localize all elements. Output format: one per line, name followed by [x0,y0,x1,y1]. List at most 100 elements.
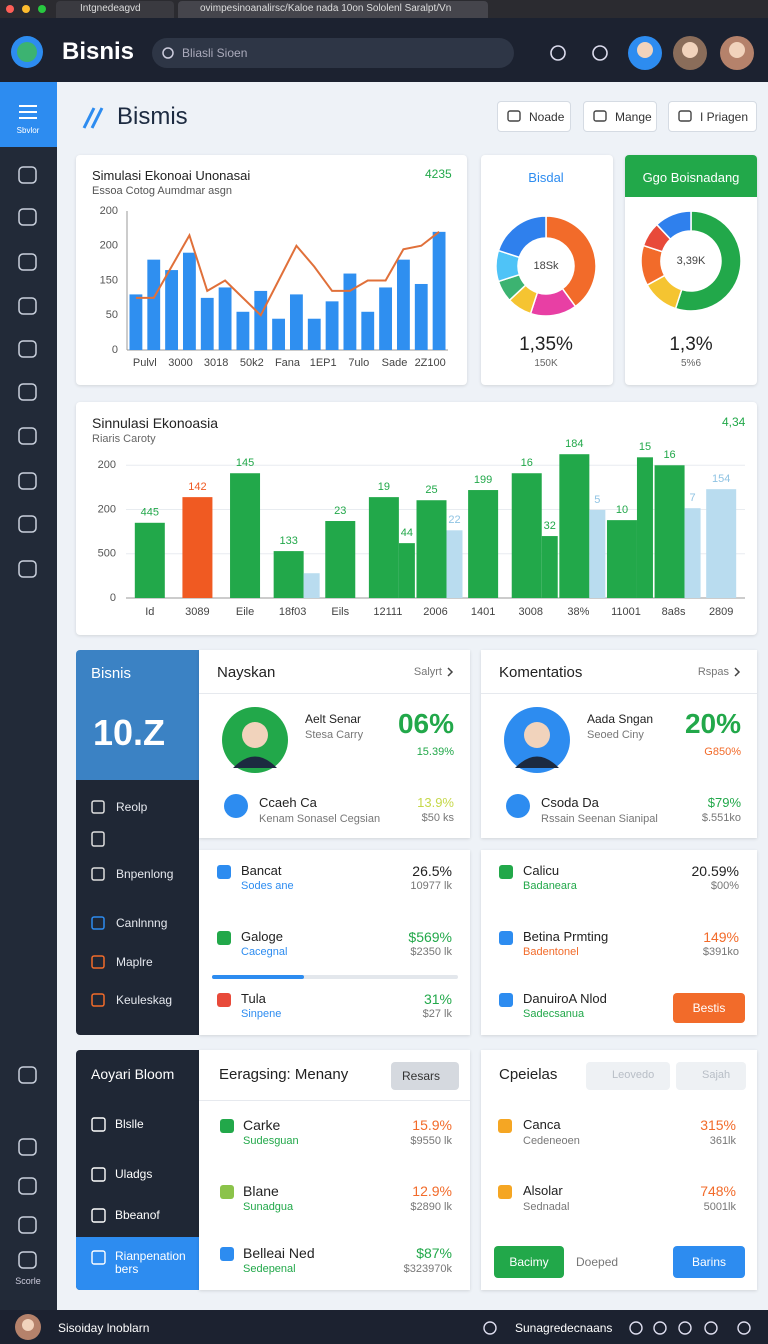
button-label[interactable]: Resars [402,1069,441,1083]
row-pct: $79% [707,795,741,810]
row-name: Alsolar [523,1183,563,1198]
button-label[interactable]: Doeped [576,1255,619,1269]
action-button-label[interactable]: Bestis [692,1001,726,1015]
bar [134,522,165,598]
button[interactable] [586,1062,670,1090]
footer-icon [678,1321,692,1335]
x-tick-label: 1EP1 [310,357,337,369]
menu-icon [91,867,105,881]
toolbar-button[interactable] [668,101,757,132]
sidebar-icon [18,383,37,401]
progress-fill [212,975,304,979]
x-tick-label: 11001 [611,606,641,618]
sidebar-icon [18,1251,37,1269]
bar-label: 145 [236,457,254,469]
menu-item[interactable]: Reolp [116,800,148,814]
row-pct: 748% [700,1183,736,1199]
button-icon [507,110,521,122]
bar-label: 7 [690,492,696,504]
button-label[interactable]: Leovedo [612,1069,655,1081]
row-name: Canca [523,1117,561,1132]
donut-center-label: 3,39K [676,255,706,267]
menu-icon [91,1208,106,1223]
button[interactable] [494,1246,564,1278]
footer-icon [704,1321,718,1335]
menu-item[interactable]: Blslle [115,1117,144,1131]
button-label[interactable]: Barins [691,1255,726,1269]
donut-slice [655,210,692,241]
footer-icon [653,1321,667,1335]
bar [165,270,179,350]
button[interactable] [391,1062,459,1090]
search-box[interactable] [152,38,514,68]
sidebar-icon [18,166,37,184]
window-control [6,5,14,13]
card-title: Aoyari Bloom [91,1066,175,1082]
bar [200,297,214,350]
avatar-face [22,1319,34,1331]
button-label[interactable]: Bacimy [509,1255,549,1269]
button-label[interactable]: Sajah [702,1069,731,1081]
menu-item[interactable]: Canlnnng [116,916,168,930]
bar [396,259,410,350]
button[interactable] [673,1246,745,1278]
x-tick-label: 18f03 [279,606,307,618]
x-tick-label: 2809 [709,606,733,618]
person-badge: 15.39% [416,746,454,758]
menu-icon [91,955,105,969]
card-link: Rspas [697,666,729,678]
row-amount: $323970k [403,1263,452,1275]
bar [589,509,606,598]
bar [129,294,143,350]
button[interactable] [676,1062,746,1090]
bar-label: 5 [594,494,600,506]
menu-item[interactable]: Keuleskag [116,993,173,1007]
row-sub: Sunadgua [243,1201,294,1213]
tab [56,1,174,18]
sidebar-icon [18,208,37,226]
toolbar-button-label: Mange [615,110,652,124]
x-tick-label: 1401 [471,606,495,618]
bar-label: 184 [565,438,583,450]
y-tick-label: 0 [110,592,116,604]
menu-item[interactable]: Bbeanof [115,1208,160,1222]
row-amount: $9550 lk [410,1135,452,1147]
bar-label: 23 [334,505,346,517]
row-sub: Cedeneoen [523,1135,580,1147]
bar [654,465,685,598]
card [199,1050,470,1290]
summary-card [76,650,199,780]
bar [446,530,463,598]
toolbar-button[interactable] [583,101,657,132]
menu-item[interactable]: Uladgs [115,1167,153,1181]
avatar-face [524,722,550,748]
row-name: Betina Prmting [523,929,609,944]
person-role: Stesa Carry [305,729,364,741]
bar-label: 25 [425,484,437,496]
sidebar-icon [18,427,37,445]
menu-item[interactable]: Rianpenation bers [115,1249,186,1276]
x-tick-label: 7ulo [348,357,369,369]
x-tick-label: 3000 [168,357,192,369]
card [199,850,470,1035]
action-button[interactable] [673,993,745,1023]
toolbar-button[interactable] [497,101,571,132]
footer-text: Sunagredecnaans [515,1321,613,1335]
row-sub: Sednadal [523,1201,570,1213]
menu-item[interactable]: Bnpenlong [116,867,174,881]
bar [398,543,415,598]
row-sub: Sudesguan [243,1135,299,1147]
bar-label: 445 [141,507,159,519]
footer [0,1310,768,1344]
row-amount: $2890 lk [410,1201,452,1213]
row-icon [498,1185,512,1199]
card-title: Cpeielas [499,1066,558,1083]
chart-title: Sinnulasi Ekonoasia [92,415,219,431]
menu-item[interactable]: Maplre [116,955,153,969]
sidebar-active[interactable] [0,82,57,147]
footer-text: Sisoiday lnoblarn [58,1321,150,1335]
person-pct: 06% [397,708,454,739]
page-title: Bismis [117,103,188,130]
